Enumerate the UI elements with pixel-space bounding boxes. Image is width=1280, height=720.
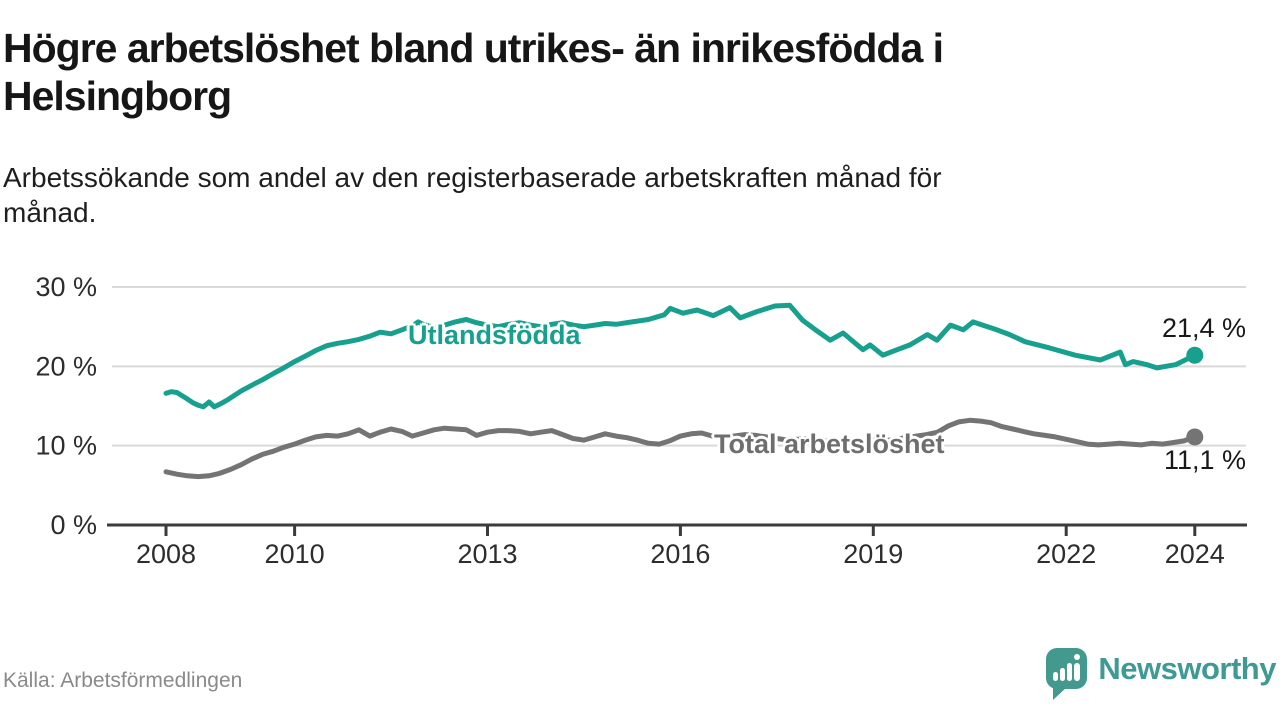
- end-value-label-total: 11,1 %: [1163, 445, 1246, 475]
- series-end-dot: [1186, 428, 1204, 446]
- page-title-line-1: Högre arbetslöshet bland utrikes- än inr…: [3, 25, 944, 71]
- x-tick-label: 2010: [265, 539, 325, 569]
- y-tick-label: 30 %: [35, 272, 97, 302]
- x-tick-label: 2016: [650, 539, 710, 569]
- x-tick-label: 2024: [1165, 539, 1225, 569]
- y-tick-label: 0 %: [50, 510, 97, 540]
- logo-bar-icon: [1067, 663, 1073, 681]
- logo-exclamation-icon: [1074, 654, 1081, 660]
- newsworthy-logo-icon: [1046, 648, 1088, 700]
- logo-exclamation-icon: [1074, 663, 1081, 681]
- page-title-line-2: Helsingborg: [3, 73, 232, 119]
- series-line: [163, 417, 1198, 480]
- x-tick-label: 2013: [457, 539, 517, 569]
- chart-subtitle: Arbetssökande som andel av den registerb…: [3, 160, 1223, 230]
- logo-bar-icon: [1060, 668, 1066, 681]
- series-label-utlandsfodda: Utlandsfödda: [408, 320, 581, 350]
- page-title: Högre arbetslöshet bland utrikes- än inr…: [3, 24, 1253, 120]
- x-tick-label: 2019: [843, 539, 903, 569]
- x-tick-label: 2008: [136, 539, 196, 569]
- logo-bar-icon: [1053, 672, 1059, 681]
- series-end-dot: [1186, 346, 1204, 364]
- chart-subtitle-line-2: månad.: [3, 197, 97, 228]
- series-label-total-arbetsloshet: Total arbetslöshet: [714, 429, 945, 459]
- x-tick-label: 2022: [1036, 539, 1096, 569]
- y-tick-label: 20 %: [35, 351, 97, 381]
- chart-subtitle-line-1: Arbetssökande som andel av den registerb…: [3, 162, 942, 193]
- series-line: [163, 302, 1198, 410]
- newsworthy-logo: Newsworthy: [1046, 648, 1276, 700]
- end-value-label-utlandsfodda: 21,4 %: [1161, 313, 1246, 343]
- newsworthy-logo-text: Newsworthy: [1098, 651, 1276, 686]
- y-tick-label: 10 %: [35, 431, 97, 461]
- source-note: Källa: Arbetsförmedlingen: [3, 669, 243, 692]
